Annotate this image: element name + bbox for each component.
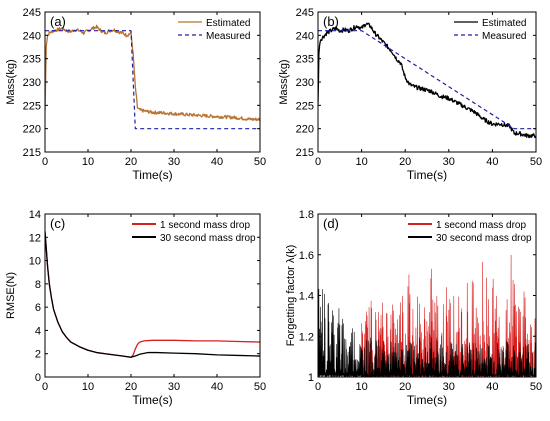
y-tick-label-c: 0: [35, 372, 41, 384]
y-tick-label-d: 1.8: [299, 209, 314, 221]
y-tick-label-c: 14: [29, 209, 41, 221]
series-line-a-1: [45, 30, 260, 130]
series-group-d: [318, 254, 536, 377]
series-group-c: [45, 231, 260, 358]
x-tick-label-a: 0: [42, 156, 48, 168]
y-tick-label-d: 1.6: [299, 250, 314, 262]
y-tick-label-a: 215: [23, 147, 41, 159]
x-tick-label-d: 30: [443, 381, 455, 393]
legend-c: 1 second mass drop 30 second mass drop: [132, 220, 256, 244]
legend-label-c-1: 30 second mass drop: [160, 233, 256, 244]
legend-label-c-0: 1 second mass drop: [160, 220, 250, 231]
panel-b: 0 10 20 30 40 50 215 220 225 230 235 240 245 Time(s) M…: [278, 7, 542, 182]
y-tick-label-b: 220: [296, 124, 314, 136]
x-tick-label-b: 40: [486, 156, 498, 168]
legend-label-b-1: Measured: [482, 31, 526, 42]
y-axis-label-c: RMSE(N): [5, 272, 17, 319]
x-tick-label-c: 20: [125, 381, 137, 393]
panel-label-c: (c): [50, 216, 65, 231]
y-tick-label-d: 1.4: [299, 291, 314, 303]
panel-a: 0 10 20 30 40 50 215 220 225 230 235 240 245 Time(s) M…: [5, 7, 266, 182]
x-axis-label-b: Time(s): [407, 168, 447, 182]
series-group-b: [318, 22, 536, 139]
y-tick-label-c: 4: [35, 325, 41, 337]
y-tick-label-c: 6: [35, 302, 41, 314]
y-tick-label-a: 235: [23, 54, 41, 66]
plot-frame-c: [44, 213, 261, 378]
series-group-a: [45, 24, 260, 130]
x-tick-label-c: 30: [168, 381, 180, 393]
y-axis-label-d: Forgetting factor λ(k): [285, 245, 297, 346]
legend-a: Estimated Measured: [178, 18, 250, 42]
y-tick-label-a: 245: [23, 7, 41, 19]
y-tick-label-b: 235: [296, 54, 314, 66]
legend-label-d-1: 30 second mass drop: [436, 233, 532, 244]
y-tick-label-a: 225: [23, 100, 41, 112]
x-tick-label-a: 50: [254, 156, 266, 168]
x-tick-label-c: 50: [254, 381, 266, 393]
series-line-b-0: [318, 22, 536, 139]
x-tick-label-c: 0: [42, 381, 48, 393]
x-axis-label-a: Time(s): [132, 168, 172, 182]
y-tick-label-b: 225: [296, 100, 314, 112]
y-tick-label-b: 230: [296, 77, 314, 89]
legend-label-d-0: 1 second mass drop: [436, 220, 526, 231]
y-tick-label-c: 8: [35, 279, 41, 291]
x-tick-label-a: 40: [211, 156, 223, 168]
x-tick-label-b: 20: [399, 156, 411, 168]
x-tick-label-b: 50: [530, 156, 542, 168]
x-tick-label-a: 10: [82, 156, 94, 168]
x-tick-label-b: 30: [443, 156, 455, 168]
x-tick-label-b: 0: [315, 156, 321, 168]
y-axis-label-a: Mass(kg): [5, 59, 17, 104]
legend-label-a-1: Measured: [206, 31, 250, 42]
panel-c: 0 10 20 30 40 50 0 2 4 6 8 10 12 14 Time(s) RMSE(N) (c) 1…: [5, 209, 266, 407]
x-tick-label-d: 40: [486, 381, 498, 393]
x-tick-label-a: 20: [125, 156, 137, 168]
legend-label-a-0: Estimated: [206, 18, 250, 29]
x-tick-label-d: 10: [355, 381, 367, 393]
y-tick-label-c: 2: [35, 349, 41, 361]
x-axis-label-d: Time(s): [407, 393, 447, 407]
panel-label-d: (d): [323, 216, 339, 231]
x-axis-label-c: Time(s): [132, 393, 172, 407]
y-tick-label-b: 240: [296, 30, 314, 42]
y-tick-label-d: 1.2: [299, 331, 314, 343]
panel-label-a: (a): [50, 14, 66, 29]
series-line-b-1: [318, 30, 536, 130]
y-tick-label-b: 245: [296, 7, 314, 19]
x-tick-label-c: 10: [82, 381, 94, 393]
series-line-c-1: [45, 231, 260, 358]
y-tick-label-d: 1: [308, 372, 314, 384]
y-tick-label-a: 220: [23, 124, 41, 136]
y-tick-label-c: 12: [29, 232, 41, 244]
legend-d: 1 second mass drop 30 second mass drop: [408, 220, 532, 244]
y-tick-label-a: 230: [23, 77, 41, 89]
x-tick-label-d: 50: [530, 381, 542, 393]
y-tick-label-c: 10: [29, 256, 41, 268]
x-tick-label-d: 20: [399, 381, 411, 393]
y-tick-label-a: 240: [23, 30, 41, 42]
legend-b: Estimated Measured: [454, 18, 526, 42]
series-line-a-0: [45, 24, 260, 122]
x-tick-label-b: 10: [355, 156, 367, 168]
x-tick-label-a: 30: [168, 156, 180, 168]
x-tick-label-d: 0: [315, 381, 321, 393]
y-axis-label-b: Mass(kg): [278, 59, 290, 104]
panel-label-b: (b): [323, 14, 339, 29]
legend-label-b-0: Estimated: [482, 18, 526, 29]
panel-d: 0 10 20 30 40 50 1 1.2 1.4 1.6 1.8 Time(s) Forgettin…: [285, 209, 542, 407]
series-line-d-1: [318, 255, 536, 377]
x-tick-label-c: 40: [211, 381, 223, 393]
y-tick-label-b: 215: [296, 147, 314, 159]
